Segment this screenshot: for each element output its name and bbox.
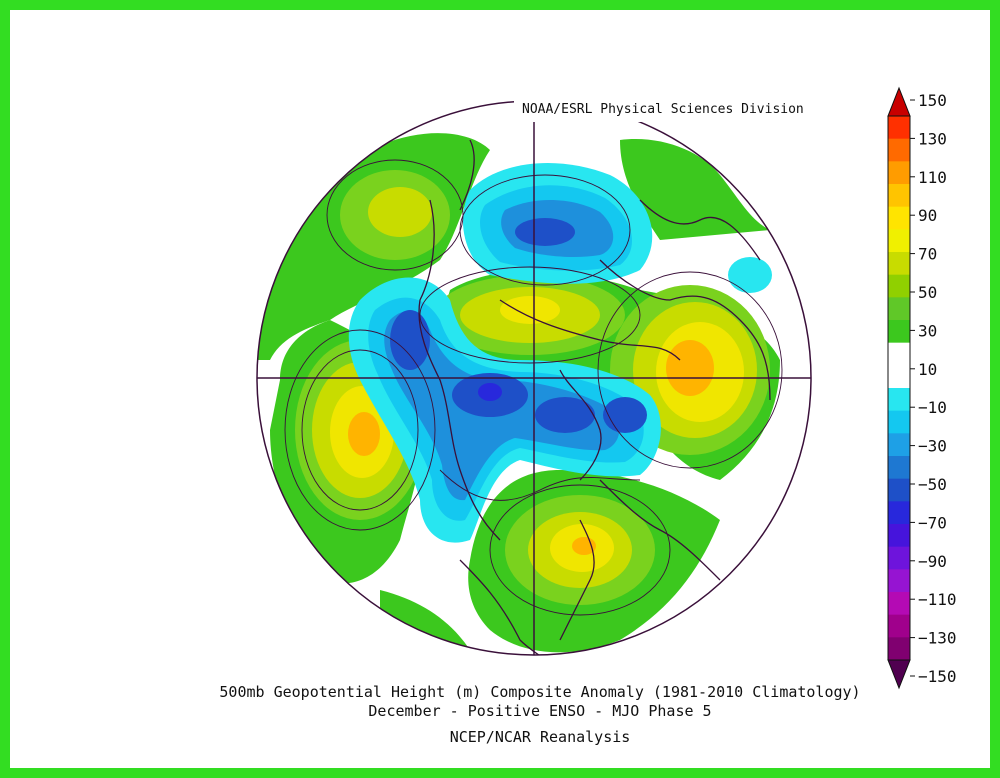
- credit-label: NOAA/ESRL Physical Sciences Division: [514, 98, 814, 122]
- colorbar-swatch: [888, 569, 910, 593]
- colorbar-tick-label: −90: [918, 552, 947, 571]
- colorbar-swatch: [888, 229, 910, 253]
- colorbar-swatch: [888, 456, 910, 480]
- caption-source: NCEP/NCAR Reanalysis: [449, 728, 631, 746]
- colorbar-tick-label: −130: [918, 629, 957, 648]
- colorbar-swatch: [888, 342, 910, 366]
- colorbar-tick-label: −70: [918, 513, 947, 532]
- colorbar-tick-label: −110: [918, 590, 957, 609]
- anomaly-min-hudson: [478, 383, 502, 401]
- colorbar-tick-label: −30: [918, 437, 947, 456]
- colorbar-tick-label: 110: [918, 168, 947, 187]
- anomaly-negative-europe: [728, 257, 772, 293]
- anomaly-core-eastatl-neg: [603, 397, 647, 433]
- colorbar-tick-label: −150: [918, 667, 957, 686]
- colorbar-swatch: [888, 478, 910, 502]
- anomaly-field: [257, 101, 811, 655]
- colorbar-swatch: [888, 433, 910, 457]
- colorbar-tick-label: 90: [918, 206, 937, 225]
- colorbar-swatch: [888, 501, 910, 525]
- colorbar-max-arrow: [887, 86, 911, 117]
- colorbar-swatch: [888, 637, 910, 661]
- colorbar-tick-label: 130: [918, 129, 947, 148]
- anomaly-core-alaska: [368, 187, 432, 237]
- colorbar-swatch: [888, 388, 910, 412]
- colorbar-border: [887, 115, 911, 661]
- contour-lines: [284, 159, 783, 616]
- colorbar-tick-label: 50: [918, 283, 937, 302]
- anomaly-max-pacific: [348, 412, 380, 456]
- colorbar-tick-label: 70: [918, 245, 937, 264]
- colorbar-tick-label: −10: [918, 398, 947, 417]
- colorbar-swatch: [888, 410, 910, 434]
- colorbar-tick-label: 30: [918, 321, 937, 340]
- colorbar-swatch: [888, 365, 910, 389]
- anomaly-core-westcanada: [390, 310, 430, 370]
- caption-title: 500mb Geopotential Height (m) Composite …: [219, 683, 861, 701]
- colorbar-swatch: [888, 524, 910, 548]
- caption-subtitle: December - Positive ENSO - MJO Phase 5: [368, 702, 712, 720]
- anomaly-core-atl-neg: [535, 397, 595, 433]
- anomaly-core-greenland: [515, 218, 575, 246]
- colorbar-swatch: [888, 546, 910, 570]
- anomaly-max-arctic: [500, 296, 560, 324]
- colorbar-swatch: [888, 116, 910, 140]
- colorbar-swatch: [888, 184, 910, 208]
- colorbar-tick-label: −50: [918, 475, 947, 494]
- colorbar-swatch: [888, 274, 910, 298]
- colorbar: 150 130 110 90 70 50 30 10 −10 −30 −50 −70 −90 −110 −1…: [887, 86, 957, 690]
- colorbar-swatch: [888, 206, 910, 230]
- colorbar-tick-label: 150: [918, 91, 947, 110]
- colorbar-swatch: [888, 297, 910, 321]
- colorbar-swatch: [888, 592, 910, 616]
- colorbar-swatch: [888, 252, 910, 276]
- colorbar-swatch: [888, 320, 910, 344]
- colorbar-swatch: [888, 614, 910, 638]
- colorbar-swatch: [888, 138, 910, 162]
- colorbar-swatch: [888, 161, 910, 185]
- colorbar-tick-label: 10: [918, 360, 937, 379]
- anomaly-max-siberia: [666, 340, 714, 396]
